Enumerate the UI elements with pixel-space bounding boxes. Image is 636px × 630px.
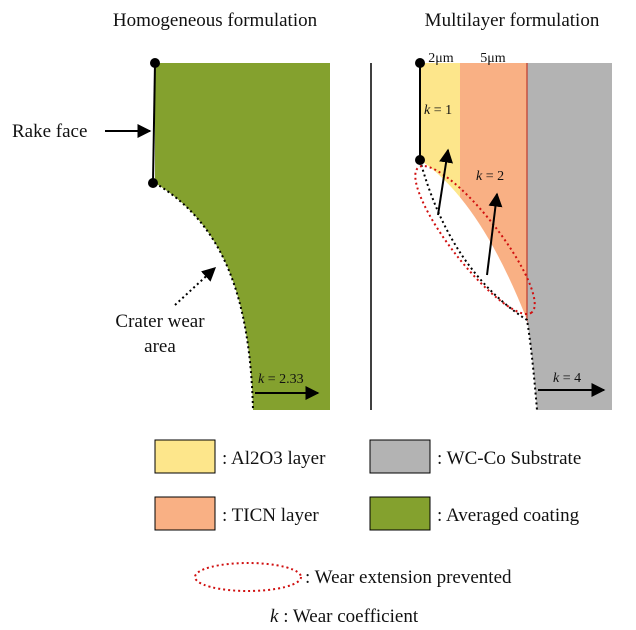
legend-label: k : Wear coefficient (270, 606, 419, 627)
legend-swatch (369, 439, 431, 474)
legend-label: : Al2O3 layer (222, 448, 326, 469)
k-label: k = 2.33 (258, 372, 304, 387)
averaged-coating (155, 63, 330, 410)
arrow (174, 267, 217, 306)
point (415, 155, 425, 165)
ticn-layer (460, 63, 527, 410)
k-symbol: k (270, 606, 279, 627)
k-value: = 2.33 (268, 372, 304, 387)
substrate (527, 63, 612, 410)
point (415, 58, 425, 68)
legend-ellipse (194, 562, 302, 592)
thickness-label: 5μm (480, 51, 506, 66)
point (150, 58, 160, 68)
legend-label: : Wear extension prevented (305, 567, 512, 588)
rake-face-label: Rake face (12, 121, 87, 142)
k-symbol: k (553, 371, 560, 386)
k-value: = 1 (434, 103, 452, 118)
k-label: k = 1 (424, 103, 452, 118)
right-title: Multilayer formulation (425, 10, 600, 31)
thickness-label: 2μm (428, 51, 454, 66)
legend-swatch (154, 439, 216, 474)
crater-profile (154, 182, 254, 411)
crater-label: Crater wear (115, 311, 205, 332)
legend-label: : WC-Co Substrate (437, 448, 581, 469)
k-value: = 4 (563, 371, 581, 386)
point (148, 178, 158, 188)
k-symbol: k (424, 103, 431, 118)
k-symbol: k (258, 372, 265, 387)
k-label: k = 4 (553, 371, 581, 386)
arrow (437, 148, 454, 216)
legend-label: : Averaged coating (437, 505, 580, 526)
rake-face-line (152, 62, 156, 184)
legend-label: : TICN layer (222, 505, 319, 526)
legend-swatch (369, 496, 431, 531)
crater-label: area (144, 336, 176, 357)
k-desc: : Wear coefficient (283, 606, 419, 627)
k-label: k = 2 (476, 169, 504, 184)
left-title: Homogeneous formulation (113, 10, 318, 31)
k-value: = 2 (486, 169, 504, 184)
legend-swatch (154, 496, 216, 531)
k-symbol: k (476, 169, 483, 184)
arrow (486, 192, 503, 276)
